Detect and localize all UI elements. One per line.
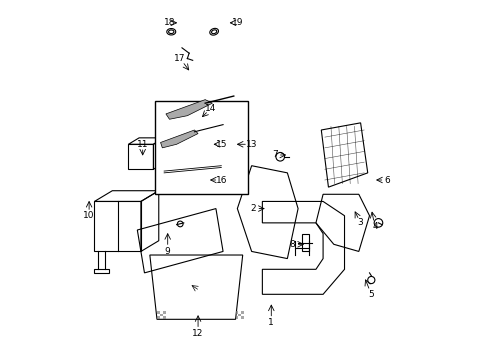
Text: 17: 17 bbox=[174, 54, 185, 63]
FancyBboxPatch shape bbox=[155, 102, 247, 194]
Text: 19: 19 bbox=[231, 18, 243, 27]
Bar bbox=[94, 269, 108, 273]
Text: 2: 2 bbox=[250, 204, 256, 213]
Text: 5: 5 bbox=[367, 290, 373, 299]
Text: 6: 6 bbox=[384, 176, 389, 185]
Polygon shape bbox=[160, 130, 198, 148]
Text: 10: 10 bbox=[83, 211, 95, 220]
Text: 14: 14 bbox=[204, 104, 216, 113]
Text: 3: 3 bbox=[357, 219, 363, 228]
Text: 9: 9 bbox=[164, 247, 170, 256]
Polygon shape bbox=[241, 316, 244, 319]
Polygon shape bbox=[160, 314, 163, 316]
Polygon shape bbox=[165, 100, 212, 119]
Polygon shape bbox=[235, 316, 238, 319]
Polygon shape bbox=[157, 311, 160, 314]
Text: 1: 1 bbox=[268, 318, 274, 327]
Text: 11: 11 bbox=[137, 140, 148, 149]
Text: 15: 15 bbox=[215, 140, 226, 149]
Polygon shape bbox=[163, 311, 165, 314]
Polygon shape bbox=[235, 311, 238, 314]
Polygon shape bbox=[163, 316, 165, 319]
Text: 12: 12 bbox=[192, 329, 203, 338]
Polygon shape bbox=[157, 316, 160, 319]
Text: 16: 16 bbox=[215, 176, 226, 185]
Polygon shape bbox=[241, 311, 244, 314]
Polygon shape bbox=[238, 314, 241, 316]
Text: 7: 7 bbox=[271, 150, 277, 159]
Text: 18: 18 bbox=[163, 18, 175, 27]
Text: 4: 4 bbox=[371, 222, 377, 231]
Text: 8: 8 bbox=[289, 240, 295, 249]
Text: 13: 13 bbox=[245, 140, 257, 149]
